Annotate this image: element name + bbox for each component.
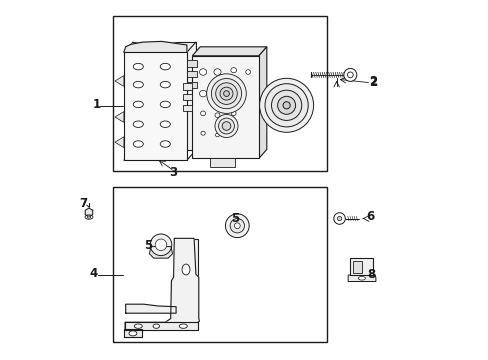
Ellipse shape: [134, 324, 142, 328]
Text: 2: 2: [368, 75, 376, 87]
Text: 6: 6: [366, 210, 374, 223]
Circle shape: [215, 114, 238, 138]
Circle shape: [343, 68, 356, 81]
Bar: [113, 16, 326, 171]
Ellipse shape: [133, 141, 143, 147]
Polygon shape: [125, 322, 197, 330]
Polygon shape: [123, 41, 186, 52]
Bar: [183, 83, 192, 90]
Polygon shape: [85, 208, 93, 217]
Circle shape: [283, 102, 289, 109]
Ellipse shape: [133, 101, 143, 108]
Ellipse shape: [133, 121, 143, 127]
Circle shape: [218, 118, 234, 134]
Ellipse shape: [160, 63, 170, 70]
Ellipse shape: [230, 68, 236, 73]
Ellipse shape: [133, 63, 143, 70]
Polygon shape: [347, 275, 375, 282]
Circle shape: [211, 78, 241, 109]
Circle shape: [333, 213, 345, 224]
Text: 3: 3: [169, 166, 177, 179]
Bar: [352, 261, 361, 273]
Circle shape: [220, 87, 232, 100]
Circle shape: [234, 223, 240, 229]
Circle shape: [337, 216, 341, 221]
Polygon shape: [258, 47, 266, 158]
Ellipse shape: [179, 324, 187, 328]
Ellipse shape: [129, 331, 137, 336]
Text: 5: 5: [230, 212, 239, 225]
Ellipse shape: [231, 111, 236, 116]
Circle shape: [222, 122, 230, 130]
Polygon shape: [115, 137, 123, 148]
Ellipse shape: [199, 90, 206, 97]
Polygon shape: [192, 47, 266, 56]
Ellipse shape: [199, 69, 206, 75]
Ellipse shape: [230, 91, 236, 96]
Ellipse shape: [213, 69, 221, 75]
Bar: [183, 105, 192, 111]
Polygon shape: [125, 238, 199, 330]
Circle shape: [215, 83, 237, 104]
Polygon shape: [210, 158, 235, 167]
Ellipse shape: [182, 264, 189, 275]
Circle shape: [150, 234, 171, 256]
Circle shape: [206, 74, 246, 113]
Circle shape: [230, 219, 244, 233]
Polygon shape: [149, 247, 172, 258]
Polygon shape: [192, 56, 258, 158]
Ellipse shape: [160, 101, 170, 108]
Bar: [186, 82, 197, 88]
Circle shape: [225, 214, 249, 238]
Text: 1: 1: [92, 98, 100, 111]
Bar: [113, 187, 326, 342]
Text: 7: 7: [79, 197, 87, 210]
Polygon shape: [174, 239, 197, 319]
Ellipse shape: [214, 93, 220, 98]
Circle shape: [347, 72, 352, 78]
Circle shape: [264, 84, 307, 127]
Text: 8: 8: [366, 268, 374, 281]
Polygon shape: [123, 52, 186, 160]
Ellipse shape: [133, 81, 143, 88]
Ellipse shape: [215, 113, 220, 117]
Text: 4: 4: [89, 267, 98, 280]
Polygon shape: [115, 112, 123, 122]
Text: 5: 5: [144, 239, 152, 252]
Circle shape: [223, 91, 229, 96]
Ellipse shape: [160, 121, 170, 127]
Bar: [186, 60, 197, 67]
Ellipse shape: [215, 133, 219, 137]
Text: 2: 2: [368, 76, 376, 89]
Polygon shape: [133, 42, 196, 150]
Ellipse shape: [85, 215, 93, 219]
Ellipse shape: [153, 324, 159, 328]
Circle shape: [259, 78, 313, 132]
Ellipse shape: [87, 216, 91, 218]
Polygon shape: [123, 329, 142, 337]
Circle shape: [277, 96, 295, 114]
Bar: [186, 71, 197, 77]
Circle shape: [271, 90, 301, 120]
Polygon shape: [125, 304, 176, 313]
Polygon shape: [115, 76, 123, 86]
Bar: [349, 258, 373, 275]
Bar: [183, 94, 192, 100]
Ellipse shape: [160, 141, 170, 147]
Circle shape: [155, 239, 166, 251]
Ellipse shape: [358, 276, 365, 280]
Ellipse shape: [245, 70, 250, 74]
Ellipse shape: [200, 111, 205, 116]
Ellipse shape: [201, 131, 205, 135]
Ellipse shape: [160, 81, 170, 88]
